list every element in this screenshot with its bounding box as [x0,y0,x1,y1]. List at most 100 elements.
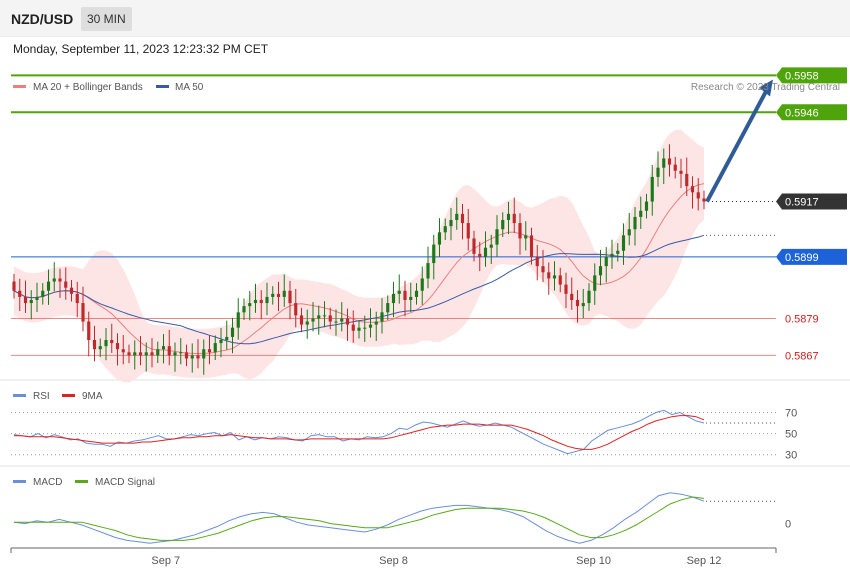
candle-body [501,220,505,230]
candle-body [489,244,493,248]
candle-body [391,293,396,304]
resistance-label-box [776,67,847,84]
candle-body [156,349,160,356]
candle-body [133,352,137,356]
candle-body [271,293,275,297]
candle-body [317,315,321,319]
candle-body [299,315,304,325]
resistance-label: 0.5946 [785,107,819,119]
legend-macd: MACD [33,477,62,488]
candle-body [69,287,74,294]
candle-body [621,235,626,251]
price-level-labels: 0.5958 0.5946 0.5917 0.5899 0.5879 0.5867 [776,67,847,362]
candle-body [558,275,562,285]
candle-body [351,324,355,331]
legend-rsi-ma: 9MA [82,391,103,402]
candle-body [87,321,91,340]
candle-body [639,210,643,217]
candle-body [374,321,378,325]
candle-body [207,349,212,353]
candle-body [667,158,672,165]
candle-body [403,290,407,300]
candle-body [673,164,677,171]
time-axis-label: Sep 12 [687,555,722,567]
legend-swatch-rsi-ma [62,394,75,397]
candle-body [288,290,292,304]
candle-body [282,290,286,297]
legend-swatch-macd [13,480,26,483]
candle-body [236,312,240,328]
candle-body [581,303,585,307]
forecast-arrow [705,79,773,203]
legend-ma50: MA 50 [175,82,204,93]
candle-body [397,290,401,294]
candle-body [535,256,539,267]
candle-body [610,253,614,257]
candle-body [150,352,154,356]
candle-body [75,293,79,304]
candle-body [18,290,22,297]
candle-body [219,340,223,344]
macd-tick-label: 0 [785,519,791,531]
candlesticks [12,144,706,375]
candle-body [127,352,131,356]
legend-swatch-rsi [13,394,26,397]
legend-swatch-macd-signal [75,480,88,483]
candle-body [472,238,476,254]
candle-body [541,266,545,273]
candle-body [167,346,171,356]
support-label: 0.5879 [785,313,819,325]
legend-ma20: MA 20 + Bollinger Bands [33,82,143,93]
candle-body [547,272,551,279]
candle-body [644,201,649,211]
candle-body [685,173,689,187]
candle-body [449,220,453,227]
candle-body [138,352,143,356]
candle-body [587,290,591,304]
timestamp: Monday, September 11, 2023 12:23:32 PM C… [13,42,269,56]
candle-body [426,263,430,279]
candle-body [650,176,654,202]
last-price-label-box [776,193,847,210]
candle-body [679,170,683,174]
candle-body [363,327,367,329]
candle-body [115,343,120,350]
chart-canvas[interactable]: 0.5958 0.5946 0.5917 0.5899 0.5879 0.5867 MA … [0,60,850,576]
candle-body [144,352,148,356]
candle-body [104,340,108,347]
candle-body [225,336,229,340]
candle-body [633,216,637,230]
candle-body [248,303,252,307]
candle-body [35,296,39,300]
legend-swatch-ma20 [13,85,26,88]
candle-body [702,198,706,202]
candle-body [386,303,390,313]
legend-macd-signal: MACD Signal [95,477,155,488]
candle-body [575,300,580,307]
candle-body [322,315,327,317]
rsi-tick-label: 50 [785,429,797,441]
candle-body [495,229,499,245]
candle-body [690,186,695,193]
time-axis: Sep 7 Sep 8 Sep 10 Sep 12 [10,547,777,567]
rsi-tick-label: 70 [785,407,797,419]
candle-body [58,278,62,282]
candle-body [259,300,263,304]
support-label: 0.5867 [785,350,819,362]
timeframe-button[interactable]: 30 MIN [81,7,132,31]
candle-body [466,223,470,239]
candle-body [340,318,344,322]
candle-body [23,296,28,304]
candle-body [696,192,700,199]
candle-body [460,213,465,224]
candle-body [213,343,217,353]
candle-body [564,284,568,294]
candle-body [242,306,246,313]
candle-body [276,293,281,297]
candle-body [253,300,258,304]
resistance-label-box [776,104,847,121]
candle-body [345,318,350,325]
candle-body [380,312,384,322]
last-price-label: 0.5917 [785,197,819,209]
candle-body [29,300,33,304]
